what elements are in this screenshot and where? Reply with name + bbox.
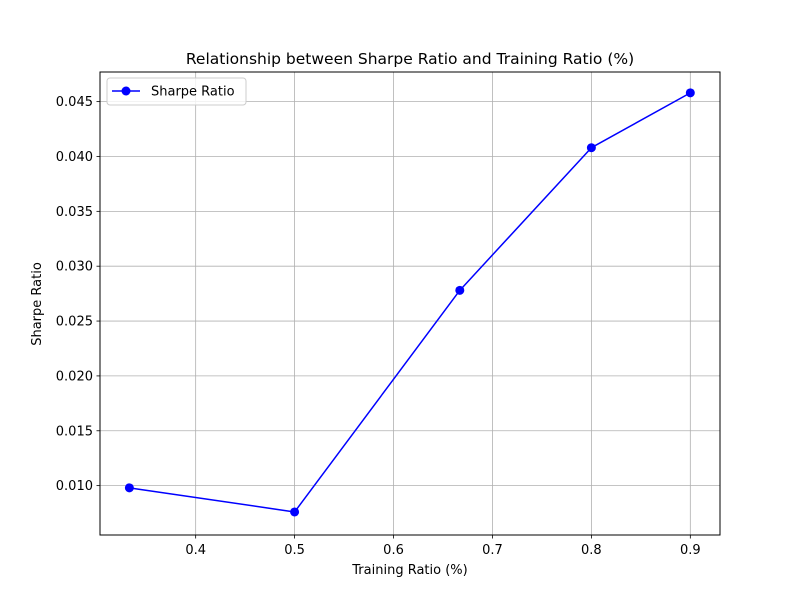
legend-label: Sharpe Ratio (151, 85, 235, 100)
y-axis-label: Sharpe Ratio (30, 262, 45, 346)
x-tick-label: 0.7 (482, 543, 503, 558)
data-point (685, 88, 695, 98)
x-tick-label: 0.8 (581, 543, 602, 558)
data-point (586, 143, 596, 153)
data-point (124, 483, 134, 493)
y-tick-label: 0.040 (56, 150, 93, 165)
y-tick-label: 0.045 (56, 95, 93, 110)
x-axis-label: Training Ratio (%) (351, 563, 467, 578)
plot-area-frame (99, 71, 721, 536)
y-tick-label: 0.020 (56, 369, 93, 384)
y-tick-label: 0.015 (56, 424, 93, 439)
axis-ticks: 0.4 0.5 0.6 0.7 0.8 0.9 0.010 0.015 0.020 0.025 0.… (56, 95, 701, 558)
x-tick-label: 0.6 (383, 543, 404, 558)
y-tick-label: 0.035 (56, 205, 93, 220)
legend: Sharpe Ratio (106, 77, 247, 106)
x-tick-label: 0.4 (185, 543, 206, 558)
legend-box (106, 77, 247, 106)
data-point (455, 285, 465, 295)
legend-marker-sample (121, 86, 131, 96)
x-tick-label: 0.5 (284, 543, 305, 558)
y-tick-label: 0.010 (56, 479, 93, 494)
x-tick-label: 0.9 (680, 543, 701, 558)
grid-lines (100, 72, 720, 535)
y-tick-label: 0.030 (56, 260, 93, 275)
data-point (290, 507, 300, 517)
y-tick-label: 0.025 (56, 315, 93, 330)
chart-title: Relationship between Sharpe Ratio and Tr… (186, 50, 634, 68)
series-layer (124, 88, 695, 517)
